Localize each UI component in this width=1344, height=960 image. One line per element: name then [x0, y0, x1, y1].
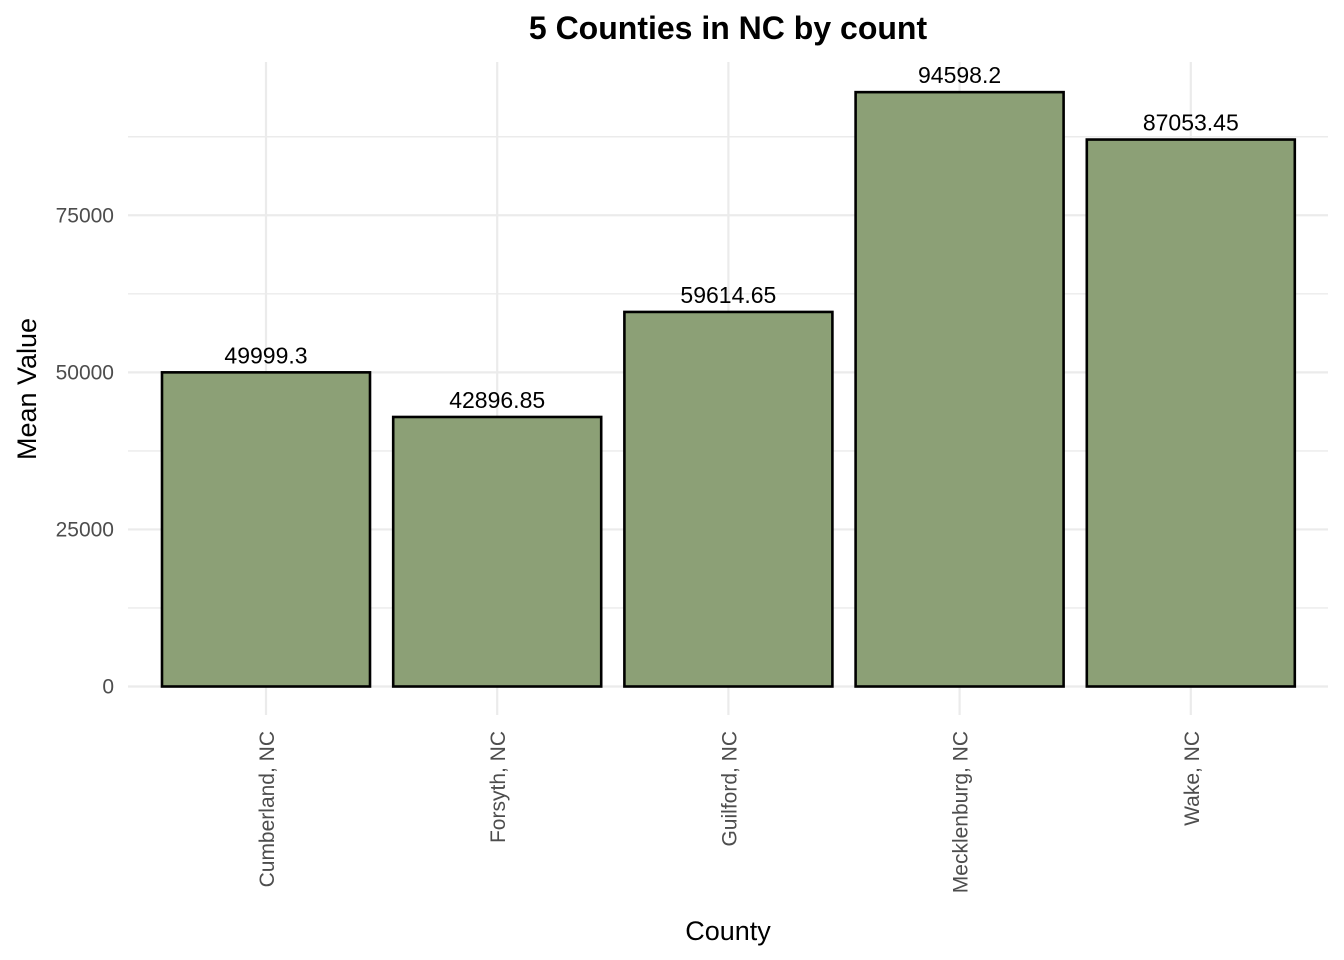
- data-label: 94598.2: [918, 62, 1001, 88]
- bar-forsyth-nc: [391, 415, 603, 688]
- x-tick-label: Guilford, NC: [718, 731, 741, 847]
- y-tick-label: 75000: [56, 204, 114, 227]
- data-label: 87053.45: [1143, 110, 1239, 136]
- data-labels: 49999.3 42896.85 59614.65 94598.2 87053.45: [224, 62, 1238, 413]
- x-tick-label: Mecklenburg, NC: [950, 731, 973, 893]
- chart-title: 5 Counties in NC by count: [529, 10, 928, 46]
- bar-mecklenburg-nc: [854, 90, 1065, 688]
- bars: [160, 90, 1297, 688]
- x-axis-title: County: [685, 916, 771, 946]
- data-label: 59614.65: [680, 282, 776, 308]
- x-axis-ticks: Cumberland, NC Forsyth, NC Guilford, NC Mec…: [256, 731, 1204, 893]
- y-axis-ticks: 0 25000 50000 75000: [56, 204, 114, 698]
- y-tick-label: 0: [102, 676, 114, 699]
- x-tick-label: Forsyth, NC: [487, 731, 510, 843]
- bar-cumberland-nc: [160, 371, 372, 688]
- bar-wake-nc: [1085, 138, 1297, 688]
- x-tick-label: Wake, NC: [1181, 731, 1204, 826]
- y-tick-label: 25000: [56, 518, 114, 541]
- data-label: 42896.85: [449, 387, 545, 413]
- data-label: 49999.3: [224, 342, 307, 368]
- y-axis-title: Mean Value: [12, 318, 42, 460]
- x-tick-label: Cumberland, NC: [256, 731, 279, 887]
- bar-guilford-nc: [623, 310, 834, 688]
- y-tick-label: 50000: [56, 361, 114, 384]
